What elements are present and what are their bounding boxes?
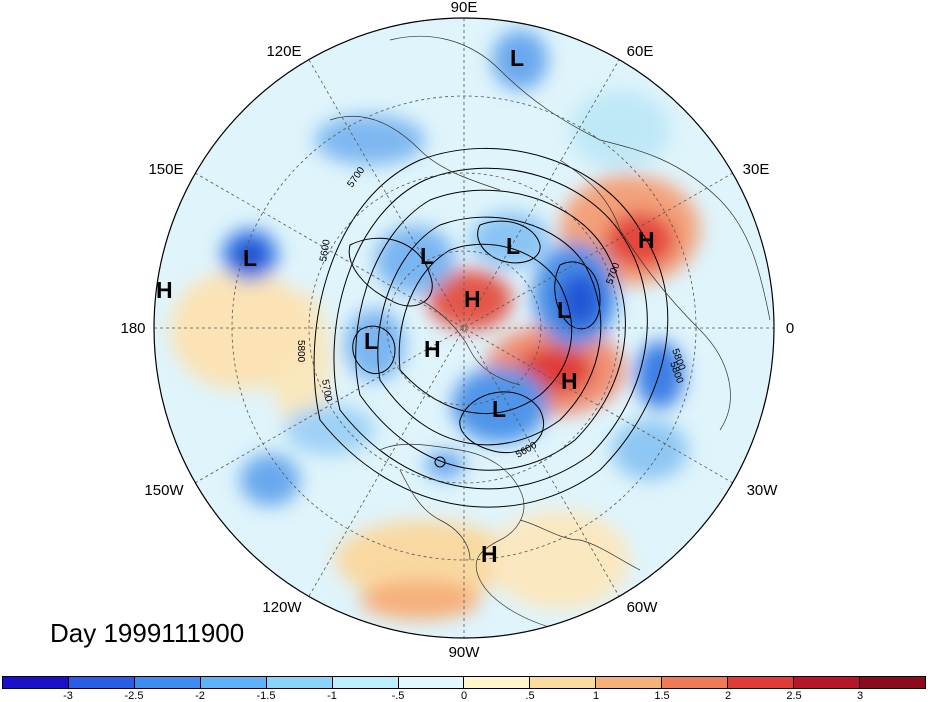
colorbar-segment (530, 677, 597, 688)
low-center: L (420, 243, 434, 269)
lon-label-120w: 120W (262, 599, 302, 616)
low-center: L (506, 233, 520, 259)
day-label: Day 1999111900 (50, 618, 245, 648)
high-center: H (156, 277, 173, 303)
lon-label-90e: 90E (451, 0, 478, 16)
colorbar-tick-label: -3 (63, 690, 73, 702)
colorbar-tick-label: -2 (195, 690, 205, 702)
colorbar-segment (332, 677, 399, 688)
colorbar-segment (3, 677, 69, 688)
colorbar-tick-label: .5 (525, 690, 535, 702)
colorbar-tick-label: -1 (327, 690, 337, 702)
colorbar-segment (134, 677, 201, 688)
lon-label-30w: 30W (747, 482, 779, 499)
lon-label-150w: 150W (144, 482, 184, 499)
colorbar-tick-label: 2.5 (786, 690, 802, 702)
colorbar (2, 676, 926, 689)
lon-label-150e: 150E (148, 161, 183, 178)
lon-label-180: 180 (120, 320, 145, 337)
height-contours (313, 148, 669, 508)
colorbar-segment (596, 677, 663, 688)
low-center: L (364, 328, 378, 354)
lon-label-120e: 120E (266, 43, 301, 60)
contour-label: 5700 (319, 379, 334, 403)
high-center: H (481, 541, 498, 567)
low-center: L (243, 245, 257, 271)
high-center: H (464, 286, 481, 312)
colorbar-tick-label: 3 (856, 690, 864, 702)
colorbar-segment (662, 677, 729, 688)
colorbar-tick-label: 1 (592, 690, 600, 702)
lon-label-90w: 90W (449, 644, 481, 661)
colorbar-tick-label: 1.5 (654, 690, 670, 702)
colorbar-tick-label: -2.5 (124, 690, 144, 702)
graticule (154, 18, 774, 638)
high-center: H (561, 368, 578, 394)
colorbar-segment (728, 677, 795, 688)
lon-label-60e: 60E (627, 43, 654, 60)
colorbar-tick-label: -1.5 (256, 690, 276, 702)
low-center: L (510, 45, 524, 71)
colorbar-tick-label: -.5 (391, 690, 405, 702)
high-center: H (424, 336, 441, 362)
colorbar-segment (200, 677, 267, 688)
colorbar-segment (464, 677, 531, 688)
low-center: L (492, 396, 506, 422)
lon-label-0: 0 (786, 320, 794, 337)
colorbar-segment (266, 677, 333, 688)
map-frame (153, 17, 775, 639)
colorbar-tick-label: 0 (460, 690, 468, 702)
colorbar-segment (68, 677, 135, 688)
contour-label: 5800 (295, 340, 306, 363)
lon-label-60w: 60W (627, 599, 659, 616)
lon-label-30e: 30E (743, 161, 770, 178)
contour-label: 5600 (318, 238, 333, 262)
colorbar-segment (794, 677, 860, 688)
high-center: H (638, 227, 655, 253)
colorbar-segment (398, 677, 465, 688)
colorbar-segment (859, 677, 925, 688)
low-center: L (557, 297, 571, 323)
colorbar-tick-label: 2 (724, 690, 732, 702)
